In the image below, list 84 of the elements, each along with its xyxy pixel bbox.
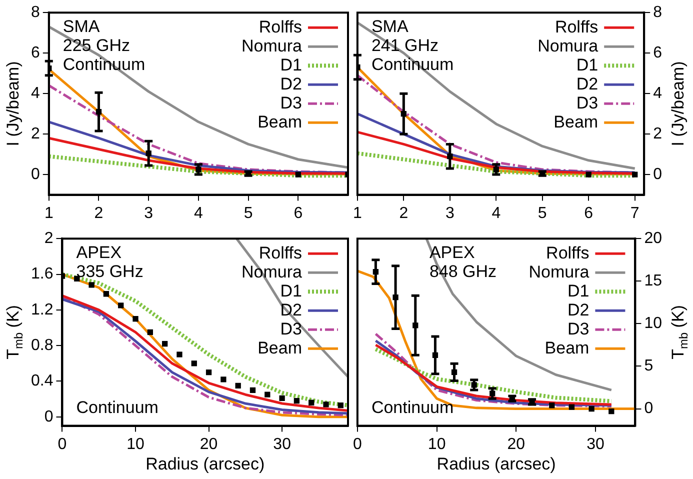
legend-label: Nomura [528,262,590,282]
y-tick-label: 1.2 [30,301,54,318]
x-tick-label: 10 [126,436,145,453]
legend-label: D3 [280,93,302,112]
y-tick-label: 0.8 [30,336,54,354]
legend-label: D2 [280,300,302,320]
x-tick-label: 20 [200,436,218,453]
y-tick-label: 2 [30,125,40,142]
y-tick-label: 0.4 [30,372,54,390]
legend-label: D3 [567,319,590,338]
annotation: SMA [371,16,409,36]
legend-label: Nomura [242,262,303,282]
legend-label: Beam [544,338,590,358]
legend-label: D3 [576,93,598,112]
x-tick-label: 2 [399,204,408,222]
y2-axis-title: I (Jy/beam) [668,61,688,146]
annotation: 848 GHz [429,262,497,281]
y2-tick-label: 5 [644,358,654,375]
y2-tick-label: 10 [644,315,662,332]
annotation: 335 GHz [76,262,144,281]
x-tick-label: 4 [194,204,203,222]
x-tick-label: 0 [58,436,67,453]
legend-label: D2 [280,74,302,94]
legend-label: Rolffs [554,17,598,36]
x-tick-label: 5 [244,204,253,222]
y2-tick-label: 0 [644,400,654,418]
y2-axis-title: Tmb (K) [668,305,690,360]
annotation: 241 GHz [371,36,439,55]
y-axis-title: Tmb (K) [4,305,26,360]
legend-label: D1 [280,281,302,300]
x-tick-label: 3 [445,204,454,222]
y2-tick-label: 8 [653,4,662,22]
x-tick-label: 2 [94,204,104,222]
y2-tick-label: 0 [653,166,662,183]
legend-label: D2 [576,74,598,94]
x-tick-label: 10 [428,436,446,453]
x-tick-label: 30 [273,436,292,453]
x-tick-label: 7 [630,204,640,222]
x-tick-label: 5 [538,204,547,222]
legend-label: D2 [567,300,590,320]
x-axis-title: Radius (arcsec) [146,454,265,474]
legend-label: Beam [258,112,302,132]
annotation: Continuum [76,398,158,417]
y2-tick-label: 6 [653,44,662,62]
annotation: APEX [76,242,122,262]
y-tick-label: 6 [30,44,40,62]
y-tick-label: 2 [44,230,54,248]
x-tick-label: 0 [352,436,362,453]
annotation: Continuum [371,398,454,417]
x-tick-label: 1 [352,204,362,222]
x-tick-label: 6 [294,204,303,222]
annotation: SMA [62,16,100,36]
legend-label: Beam [258,338,302,358]
annotation: Continuum [62,54,146,74]
annotation: APEX [429,242,475,262]
y-tick-label: 8 [30,4,40,22]
y-tick-label: 4 [30,84,40,102]
legend-label: Nomura [242,36,303,56]
legend-label: Rolffs [258,17,302,36]
legend-label: D1 [576,55,598,74]
legend-label: D1 [280,55,302,74]
legend-label: D1 [567,281,590,300]
y-axis-title: I (Jy/beam) [4,61,23,146]
annotation: Continuum [371,54,454,74]
y-tick-label: 0 [30,166,40,183]
x-tick-label: 6 [584,204,594,222]
y2-tick-label: 4 [653,84,662,102]
x-tick-label: 20 [507,436,526,453]
y-tick-label: 0 [44,408,54,426]
legend-label: Rolffs [258,243,302,262]
y2-tick-label: 15 [644,272,662,290]
x-tick-label: 3 [144,204,154,222]
y2-tick-label: 20 [644,230,662,248]
x-tick-label: 4 [492,204,501,222]
legend-label: Nomura [538,36,599,56]
annotation: 225 GHz [62,36,130,55]
y-tick-label: 1.6 [30,266,54,283]
x-axis-title: Radius (arcsec) [436,454,556,474]
x-tick-label: 30 [586,436,605,453]
y2-tick-label: 2 [653,125,662,142]
legend-label: Beam [554,112,598,132]
legend-label: Rolffs [546,243,590,262]
legend-label: D3 [280,319,302,338]
x-tick-label: 1 [44,204,54,222]
